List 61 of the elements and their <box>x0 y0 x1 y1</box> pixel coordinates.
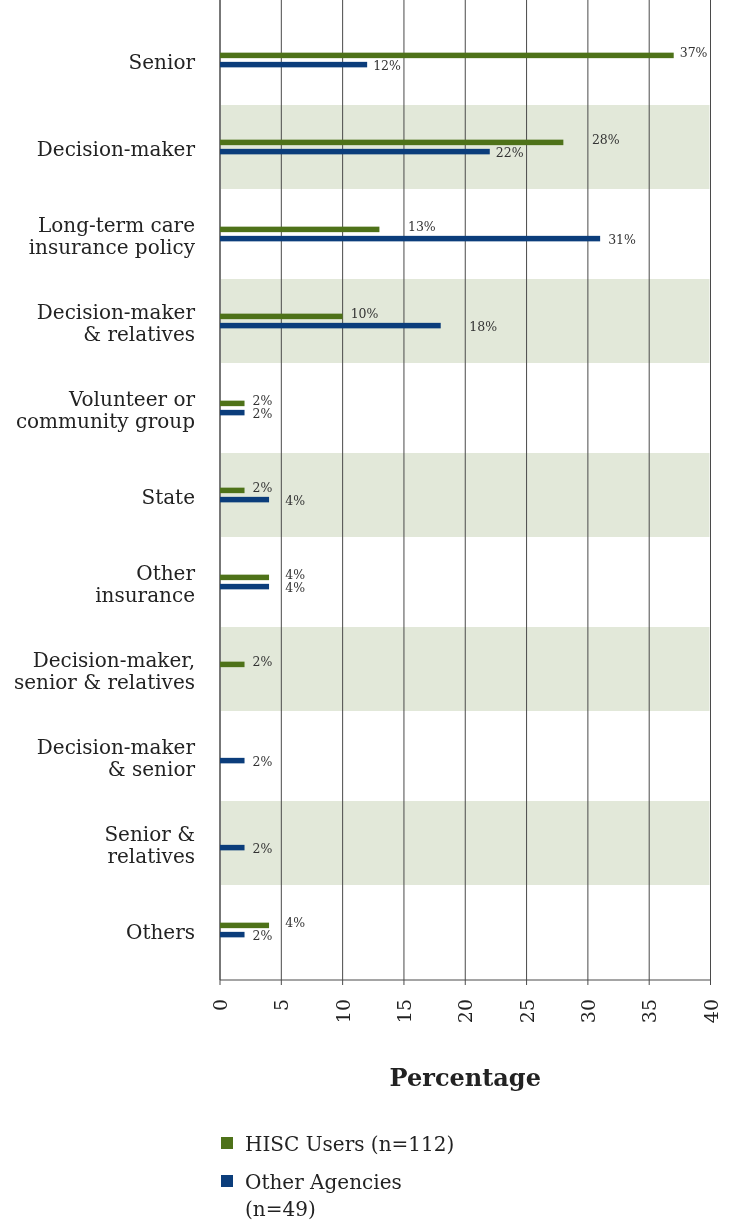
bar <box>220 148 490 155</box>
y-tick-label: Decision-maker <box>36 137 196 161</box>
data-label: 2% <box>252 841 273 857</box>
data-label: 2% <box>252 754 273 770</box>
data-label: 31% <box>608 232 637 248</box>
data-label: 2% <box>252 928 273 944</box>
x-tick-label: 10 <box>331 999 354 1024</box>
bar <box>220 931 245 938</box>
bar <box>220 757 245 764</box>
x-tick-label: 35 <box>638 999 661 1024</box>
bar <box>220 661 245 668</box>
data-label: 4% <box>285 914 306 930</box>
x-tick-label: 40 <box>699 999 722 1024</box>
x-tick-label: 20 <box>454 999 477 1024</box>
y-tick-label: Other insurance <box>95 561 196 607</box>
data-label: 2% <box>252 479 273 495</box>
legend-label: HISC Users (n=112) <box>245 1132 455 1156</box>
bar <box>220 61 368 68</box>
data-label: 22% <box>495 145 524 161</box>
x-axis-title: Percentage <box>389 1063 541 1092</box>
bar <box>220 226 380 233</box>
data-label: 37% <box>679 44 708 60</box>
bar <box>220 583 270 590</box>
bar <box>220 487 245 494</box>
data-label: 4% <box>285 566 306 582</box>
data-label: 2% <box>252 653 273 669</box>
y-tick-label: Long-term care insurance policy <box>28 213 196 259</box>
x-tick-label: 25 <box>515 999 538 1024</box>
y-tick-label: Decision-maker & relatives <box>36 300 196 346</box>
x-tick-label: 15 <box>392 999 415 1024</box>
legend-label: Other Agencies (n=49) <box>245 1170 402 1221</box>
data-label: 12% <box>373 58 402 74</box>
data-label: 10% <box>350 305 379 321</box>
data-label: 18% <box>469 319 498 335</box>
data-label: 28% <box>591 131 620 147</box>
bar <box>220 322 441 329</box>
bar <box>220 139 564 146</box>
bar <box>220 52 674 59</box>
y-tick-label: Volunteer or community group <box>15 387 196 433</box>
y-tick-label: Others <box>126 920 195 944</box>
bar <box>220 574 270 581</box>
data-label: 13% <box>407 218 436 234</box>
y-tick-label: Decision-maker & senior <box>36 735 196 781</box>
bar <box>220 313 343 320</box>
bar <box>220 922 270 929</box>
bar <box>220 496 270 503</box>
bar <box>220 400 245 407</box>
data-label: 2% <box>252 406 273 422</box>
x-tick-label: 30 <box>576 999 599 1024</box>
bar <box>220 844 245 851</box>
x-tick-label: 5 <box>270 999 293 1012</box>
y-tick-label: Decision-maker, senior & relatives <box>13 648 195 694</box>
data-label: 2% <box>252 392 273 408</box>
x-tick-label: 0 <box>209 999 231 1012</box>
data-label: 4% <box>285 580 306 596</box>
y-tick-label: Senior & relatives <box>104 822 195 868</box>
bar <box>220 409 245 416</box>
y-tick-label: State <box>141 485 195 509</box>
y-tick-label: Senior <box>128 50 196 74</box>
bar <box>220 235 601 242</box>
data-label: 4% <box>285 493 306 509</box>
